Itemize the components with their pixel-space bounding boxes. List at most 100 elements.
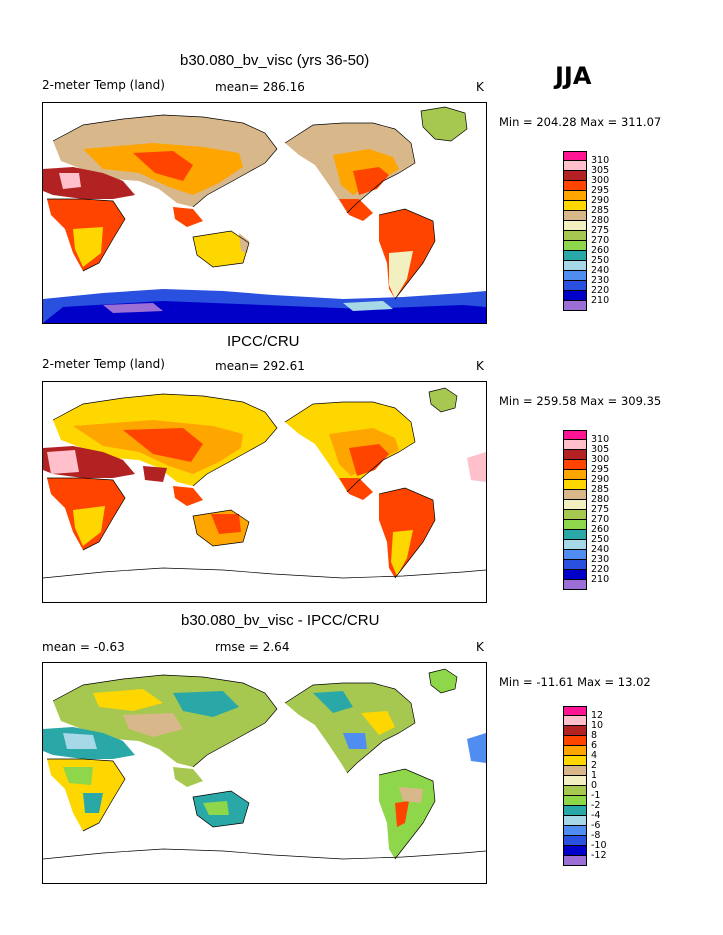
legend-label: -2	[591, 800, 601, 811]
legend-swatch	[563, 440, 587, 450]
legend-swatch	[563, 201, 587, 211]
season-label: JJA	[555, 62, 592, 90]
legend-swatch	[563, 776, 587, 786]
legend-label: 220	[591, 564, 610, 575]
legend-label: 310	[591, 155, 610, 166]
panel-1-unit-label: K	[476, 80, 484, 94]
panel-1-mean-label: mean= 286.16	[215, 80, 305, 94]
legend-swatch	[563, 836, 587, 846]
legend-label: 240	[591, 265, 610, 276]
legend-label: 285	[591, 484, 610, 495]
panel-2-unit-label: K	[476, 359, 484, 373]
legend-swatch	[563, 746, 587, 756]
legend-swatch	[563, 706, 587, 716]
legend-label: 310	[591, 434, 610, 445]
legend-swatch	[563, 786, 587, 796]
legend-swatch	[563, 500, 587, 510]
panel-2-map	[42, 381, 487, 603]
panel-3-unit-label: K	[476, 640, 484, 654]
legend-swatch	[563, 211, 587, 221]
legend-label: 295	[591, 464, 610, 475]
legend-label: 290	[591, 195, 610, 206]
legend-swatch	[563, 480, 587, 490]
legend-label: 230	[591, 554, 610, 565]
panel-2-variable-label: 2-meter Temp (land)	[42, 357, 165, 371]
panel-1-minmax: Min = 204.28 Max = 311.07	[499, 115, 662, 129]
legend-label: -12	[591, 850, 607, 861]
legend-swatch	[563, 291, 587, 301]
legend-swatch	[563, 490, 587, 500]
legend-label: 220	[591, 285, 610, 296]
panel-3-minmax: Min = -11.61 Max = 13.02	[499, 675, 651, 689]
legend-swatch	[563, 151, 587, 161]
legend-label: 10	[591, 720, 604, 731]
legend-label: 4	[591, 750, 598, 761]
panel-1-map	[42, 102, 487, 324]
legend-swatch	[563, 816, 587, 826]
legend-label: 210	[591, 295, 610, 306]
legend-label: 260	[591, 245, 610, 256]
legend-swatch	[563, 301, 587, 311]
legend-swatch	[563, 806, 587, 816]
legend-swatch	[563, 450, 587, 460]
legend-swatch	[563, 540, 587, 550]
legend-label: 270	[591, 235, 610, 246]
legend-label: -6	[591, 820, 601, 831]
legend-swatch	[563, 550, 587, 560]
legend-swatch	[563, 796, 587, 806]
legend-swatch	[563, 181, 587, 191]
legend-label: -10	[591, 840, 607, 851]
legend-label: 290	[591, 474, 610, 485]
legend-label: 230	[591, 275, 610, 286]
legend-swatch	[563, 510, 587, 520]
panel-3-mean-label: mean = -0.63	[42, 640, 125, 654]
legend-swatch	[563, 826, 587, 836]
legend-label: 250	[591, 255, 610, 266]
legend-swatch	[563, 251, 587, 261]
legend-label: 0	[591, 780, 598, 791]
legend-label: 275	[591, 225, 610, 236]
legend-swatch	[563, 580, 587, 590]
legend-label: 305	[591, 165, 610, 176]
panel-3-map	[42, 662, 487, 884]
legend-label: 280	[591, 494, 610, 505]
panel-3-title: b30.080_bv_visc - IPCC/CRU	[181, 612, 380, 629]
panel-3-map-canvas	[43, 668, 486, 860]
legend-swatch	[563, 530, 587, 540]
legend-swatch	[563, 221, 587, 231]
legend-swatch	[563, 520, 587, 530]
panel-2-mean-label: mean= 292.61	[215, 359, 305, 373]
panel-2-title: IPCC/CRU	[227, 333, 300, 350]
legend-label: 250	[591, 534, 610, 545]
legend-label: 6	[591, 740, 598, 751]
legend-swatch	[563, 271, 587, 281]
legend-label: 240	[591, 544, 610, 555]
legend-label: 305	[591, 444, 610, 455]
legend-swatch	[563, 470, 587, 480]
legend-label: 300	[591, 454, 610, 465]
panel-2-minmax: Min = 259.58 Max = 309.35	[499, 394, 662, 408]
legend-label: 260	[591, 524, 610, 535]
legend-label: -4	[591, 810, 601, 821]
legend-label: 275	[591, 504, 610, 515]
legend-label: 2	[591, 760, 598, 771]
legend-swatch	[563, 766, 587, 776]
legend-swatch	[563, 241, 587, 251]
legend-swatch	[563, 716, 587, 726]
panel-2-map-canvas	[43, 387, 486, 579]
legend-swatch	[563, 856, 587, 866]
legend-label: 12	[591, 710, 604, 721]
panel-3-rmse-label: rmse = 2.64	[215, 640, 290, 654]
legend-swatch	[563, 261, 587, 271]
legend-swatch	[563, 191, 587, 201]
legend-swatch	[563, 736, 587, 746]
panel-1-title: b30.080_bv_visc (yrs 36-50)	[180, 52, 370, 69]
legend-swatch	[563, 171, 587, 181]
legend-label: 8	[591, 730, 598, 741]
legend-swatch	[563, 231, 587, 241]
legend-label: 1	[591, 770, 598, 781]
panel-1-variable-label: 2-meter Temp (land)	[42, 78, 165, 92]
legend-label: 270	[591, 514, 610, 525]
legend-label: -1	[591, 790, 601, 801]
legend-swatch	[563, 161, 587, 171]
